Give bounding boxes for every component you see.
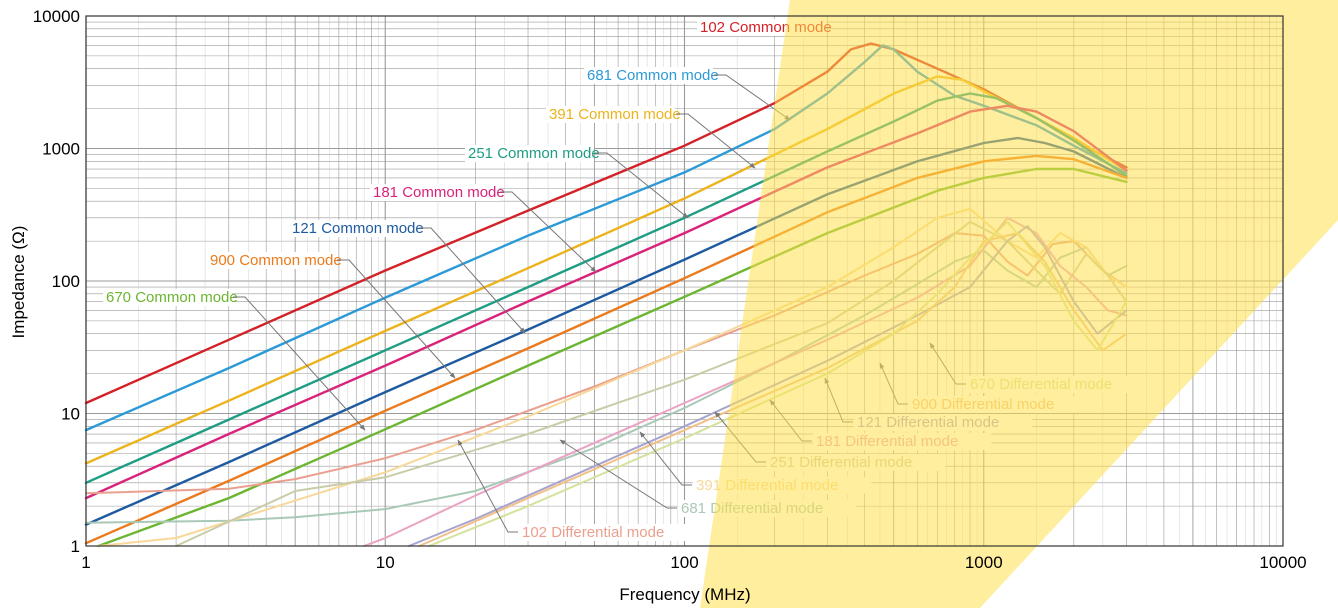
annotation-leader [639,431,692,486]
annotation-bg [584,67,713,84]
annotation-leader [714,74,791,121]
annotation-bg [546,106,675,123]
y-tick-label: 100 [52,272,80,291]
watermark-band [700,0,1338,608]
y-tick-label: 10000 [33,7,80,26]
y-tick-label: 1 [71,537,80,556]
annotation-leader [676,113,756,169]
annotation-leader [595,152,689,219]
x-tick-label: 1 [81,553,90,572]
x-axis-label: Frequency (MHz) [619,585,750,604]
annotation-label: 102 Differential mode [522,524,664,541]
x-tick-label: 1000 [965,553,1003,572]
annotation-leader [233,296,366,431]
annotation-label: 121 Common mode [292,220,424,237]
annotation-bg [519,524,698,541]
annotation-label: 670 Common mode [106,289,238,306]
axes: 1 10 100 1000 10000 1 10 100 1000 10000 [33,7,1307,572]
annotation-leader [457,439,518,533]
x-tick-label: 100 [670,553,698,572]
annotation-leader [419,227,526,334]
y-tick-label: 1000 [42,140,80,159]
annotation-bg [103,289,232,306]
annotation-label: 391 Common mode [549,106,681,123]
plot-frame [85,15,1284,547]
annotation-bg [207,252,336,269]
annotation-leader [337,259,456,379]
x-tick-label: 10000 [1259,553,1306,572]
annotation-leader [559,439,677,509]
annotation-label: 681 Common mode [587,67,719,84]
y-tick-label: 10 [61,405,80,424]
annotation-bg [465,145,594,162]
annotation-label: 181 Common mode [373,184,505,201]
annotation-label: 900 Common mode [210,252,342,269]
annotation-leader [500,191,597,273]
y-axis-label: Impedance (Ω) [9,226,28,339]
x-tick-label: 10 [376,553,395,572]
annotation-bg [370,184,499,201]
watermark [700,0,1338,608]
annotation-label: 251 Common mode [468,145,600,162]
annotation-bg [289,220,418,237]
